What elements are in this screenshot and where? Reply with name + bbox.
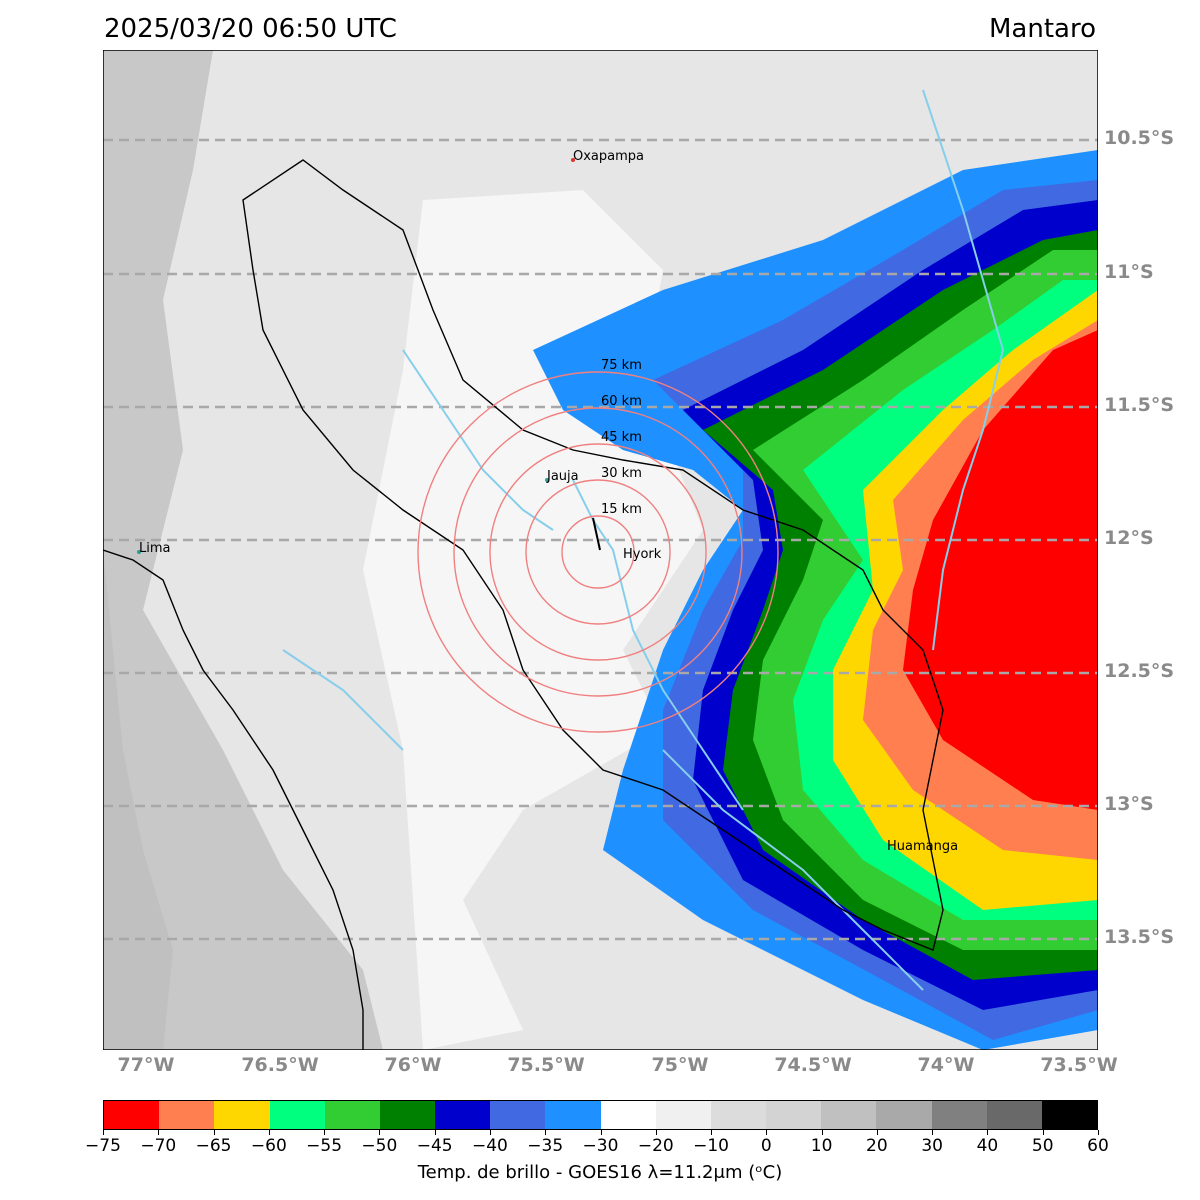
colorbar-swatch [710, 1101, 767, 1129]
colorbar-tick-mark [1098, 1130, 1099, 1135]
colorbar-tick-mark [766, 1130, 768, 1135]
colorbar-swatch [986, 1101, 1042, 1129]
colorbar-tick-label: −60 [250, 1136, 287, 1156]
lat-label-12-5s: 12.5°S [1104, 660, 1175, 682]
colorbar-tick-label: 50 [1031, 1136, 1054, 1156]
colorbar-tick-label: 40 [976, 1136, 999, 1156]
basin-boundary [242, 159, 944, 951]
colorbar-swatch [766, 1101, 822, 1129]
colorbar-tick-mark [545, 1130, 547, 1135]
colorbar-swatch [931, 1101, 987, 1129]
radar-beam [592, 517, 601, 551]
city-marker-jauja [545, 478, 549, 482]
colorbar-swatch [600, 1101, 656, 1129]
colorbar-tick-mark [932, 1130, 934, 1135]
city-label-jauja: Jauja [546, 469, 579, 484]
colorbar-tick-mark [600, 1130, 602, 1135]
colorbar-tick-label: −75 [85, 1136, 121, 1156]
lon-label-76-5w: 76.5°W [241, 1054, 319, 1076]
colorbar-tick-mark [876, 1130, 878, 1135]
city-marker-lima [137, 550, 141, 554]
colorbar-tick-mark [268, 1130, 270, 1135]
colorbar-tick-label: −55 [306, 1136, 343, 1156]
lat-label-11-5s: 11.5°S [1104, 394, 1175, 416]
colorbar-tick-mark [434, 1130, 436, 1135]
lat-label-13-5s: 13.5°S [1104, 926, 1175, 948]
ring-label-30: 30 km [601, 466, 642, 481]
colorbar-tick-mark [987, 1130, 989, 1135]
city-marker-oxapampa [571, 158, 575, 162]
lat-grid [103, 138, 1098, 941]
lon-label-75w: 75°W [651, 1054, 709, 1076]
colorbar-swatch [1041, 1101, 1098, 1129]
lat-label-12s: 12°S [1104, 527, 1154, 549]
ring-label-60: 60 km [601, 394, 642, 409]
colorbar-tick-label: −35 [527, 1136, 564, 1156]
colorbar-swatch [214, 1101, 270, 1129]
lon-label-73-5w: 73.5°W [1040, 1054, 1118, 1076]
colorbar-tick-label: −50 [361, 1136, 398, 1156]
colorbar-tick-label: −65 [195, 1136, 232, 1156]
coastline [103, 549, 364, 1050]
colorbar-swatch [490, 1101, 546, 1129]
colorbar-swatch [821, 1101, 877, 1129]
lat-label-11s: 11°S [1104, 261, 1154, 283]
colorbar-tick-mark [158, 1130, 160, 1135]
lon-label-75-5w: 75.5°W [507, 1054, 585, 1076]
lat-label-13s: 13°S [1104, 793, 1154, 815]
lat-label-10-5s: 10.5°S [1104, 127, 1175, 149]
colorbar-tick-mark [1042, 1130, 1044, 1135]
colorbar-tick-label: −45 [416, 1136, 453, 1156]
colorbar-label: Temp. de brillo - GOES16 λ=11.2μm (ᵒC) [417, 1162, 783, 1183]
colorbar-tick-label: −70 [140, 1136, 177, 1156]
colorbar-tick-label: 60 [1087, 1136, 1109, 1156]
ring-label-75: 75 km [601, 358, 642, 373]
satellite-map: 15 km 30 km 45 km 60 km 75 km Oxapampa J… [103, 50, 1098, 1050]
colorbar-tick-mark [489, 1130, 491, 1135]
colorbar-swatch [104, 1101, 160, 1129]
colorbar-tick-label: 30 [921, 1136, 943, 1156]
colorbar-tick-label: −20 [637, 1136, 674, 1156]
colorbar-tick-mark [821, 1130, 823, 1135]
colorbar-tick-label: −30 [582, 1136, 619, 1156]
colorbar-tick-label: 20 [866, 1136, 888, 1156]
colorbar-tick-mark [103, 1130, 104, 1135]
city-label-huamanga: Huamanga [887, 839, 958, 854]
lon-label-77w: 77°W [117, 1054, 175, 1076]
colorbar-tick-label: 10 [810, 1136, 833, 1156]
colorbar-swatch [159, 1101, 215, 1129]
range-rings [417, 371, 779, 733]
colorbar-tick-mark [711, 1130, 713, 1135]
ocean-region [103, 550, 173, 1050]
ring-label-15: 15 km [601, 502, 642, 517]
colorbar-swatch [655, 1101, 711, 1129]
colorbar-tick-label: −10 [693, 1136, 729, 1156]
colorbar-tick-mark [213, 1130, 215, 1135]
lon-label-74w: 74°W [917, 1054, 975, 1076]
colorbar-tick-mark [655, 1130, 657, 1135]
ring-label-45: 45 km [601, 430, 642, 445]
city-label-hyork: Hyork [623, 547, 662, 562]
colorbar-swatch [435, 1101, 491, 1129]
rivers [282, 89, 1005, 991]
coastal-region [103, 50, 383, 1050]
region-title: Mantaro [989, 14, 1096, 44]
city-label-lima: Lima [139, 541, 170, 556]
colorbar-swatch [379, 1101, 436, 1129]
colorbar-swatch [269, 1101, 325, 1129]
colorbar-swatch [545, 1101, 601, 1129]
lon-label-76w: 76°W [384, 1054, 442, 1076]
timestamp-title: 2025/03/20 06:50 UTC [104, 14, 397, 44]
colorbar-tick-mark [324, 1130, 326, 1135]
colorbar-tick-label: 0 [760, 1136, 772, 1156]
colorbar [103, 1100, 1098, 1130]
colorbar-tick-mark [379, 1130, 381, 1135]
lon-label-74-5w: 74.5°W [774, 1054, 852, 1076]
colorbar-tick-label: −40 [471, 1136, 508, 1156]
band-minus75 [903, 330, 1098, 810]
colorbar-swatch [876, 1101, 932, 1129]
colorbar-swatch [324, 1101, 380, 1129]
city-label-oxapampa: Oxapampa [573, 149, 644, 164]
